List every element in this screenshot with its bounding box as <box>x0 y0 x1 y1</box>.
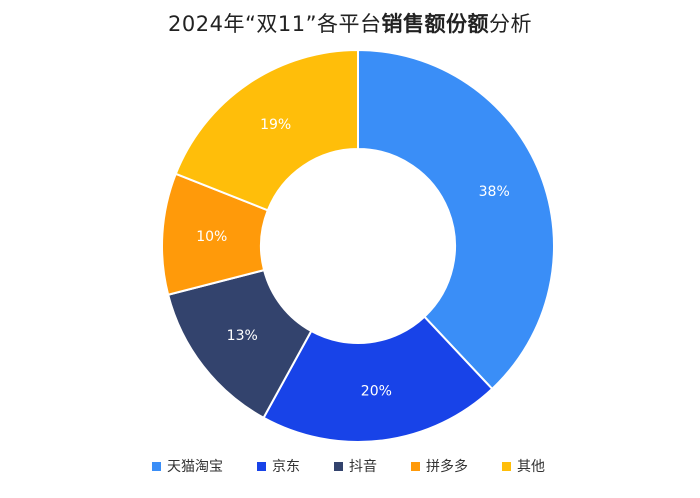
legend-swatch <box>411 461 420 471</box>
legend-label: 京东 <box>272 459 300 475</box>
slice-label-douyin: 13% <box>227 328 258 344</box>
chart-legend: 天猫淘宝 京东 抖音 拼多多 其他 <box>152 456 579 476</box>
legend-label: 拼多多 <box>426 459 468 475</box>
slice-label-pinduoduo: 10% <box>196 229 227 245</box>
legend-label: 其他 <box>517 459 545 475</box>
slice-label-other: 19% <box>260 117 291 133</box>
legend-item-tmall[interactable]: 天猫淘宝 <box>152 456 223 476</box>
chart-title-prefix: 2024年“双11”各平台 <box>168 12 382 36</box>
slice-label-tmall: 38% <box>479 184 510 200</box>
donut-slice-jd[interactable] <box>262 315 494 443</box>
legend-swatch <box>257 461 266 471</box>
chart-title-bold: 销售额份额 <box>381 12 489 36</box>
legend-label: 抖音 <box>349 459 377 475</box>
legend-item-douyin[interactable]: 抖音 <box>334 456 377 476</box>
chart-title: 2024年“双11”各平台销售额份额分析 <box>0 8 700 38</box>
legend-item-other[interactable]: 其他 <box>502 456 545 476</box>
legend-swatch <box>502 461 511 471</box>
legend-swatch <box>152 461 161 471</box>
legend-swatch <box>334 461 343 471</box>
slice-label-jd: 20% <box>361 383 392 399</box>
legend-label: 天猫淘宝 <box>167 459 223 475</box>
donut-slice-tmall[interactable] <box>357 48 555 391</box>
chart-title-suffix: 分析 <box>488 12 532 36</box>
legend-item-pinduoduo[interactable]: 拼多多 <box>411 456 468 476</box>
donut-chart: 38% 20% 13% 10% 19% <box>161 48 555 443</box>
donut-slice-other[interactable] <box>174 48 359 212</box>
legend-item-jd[interactable]: 京东 <box>257 456 300 476</box>
